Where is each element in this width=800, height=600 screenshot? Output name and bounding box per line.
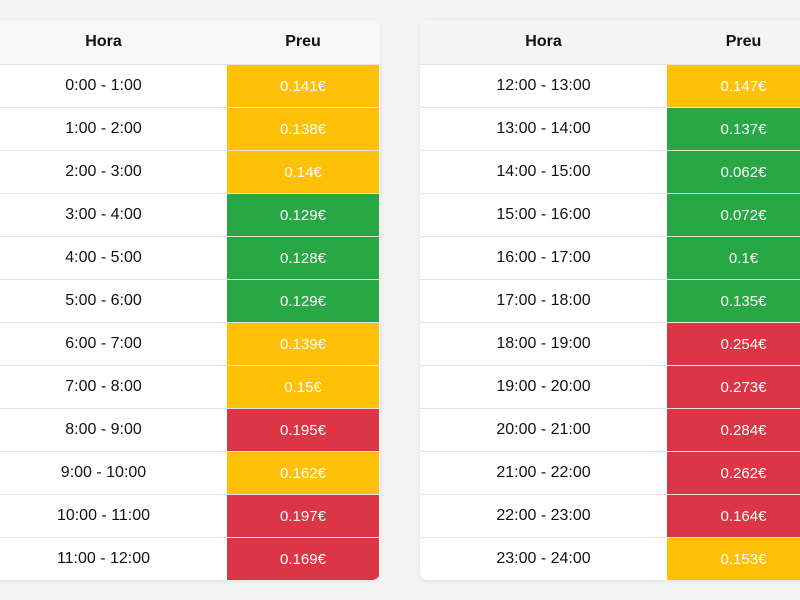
table-body: 12:00 - 13:00 0.147€ 13:00 - 14:00 0.137€ 14… [420,64,800,580]
header-hora: Hora [525,33,562,50]
hour-range-cell: 6:00 - 7:00 [65,335,142,352]
header-hora: Hora [85,33,122,50]
header-preu: Preu [285,33,321,50]
hour-range-cell: 19:00 - 20:00 [496,378,591,395]
table-row: 6:00 - 7:00 0.139€ [0,322,380,365]
price-cell: 0.147€ [667,65,800,107]
hour-range-cell: 2:00 - 3:00 [65,163,142,180]
hour-range-cell: 17:00 - 18:00 [496,292,591,309]
hour-range-cell: 12:00 - 13:00 [496,77,591,94]
table-row: 14:00 - 15:00 0.062€ [420,150,800,193]
hour-range-cell: 11:00 - 12:00 [56,550,151,567]
price-cell: 0.14€ [227,151,379,193]
table-row: 1:00 - 2:00 0.138€ [0,107,380,150]
table-body: 0:00 - 1:00 0.141€ 1:00 - 2:00 0.138€ 2:00 -… [0,64,380,580]
price-cell: 0.138€ [227,108,379,150]
hour-range-cell: 15:00 - 16:00 [496,206,591,223]
table-row: 9:00 - 10:00 0.162€ [0,451,380,494]
hour-range-cell: 8:00 - 9:00 [65,421,142,438]
hour-range-cell: 13:00 - 14:00 [496,120,591,137]
price-cell: 0.273€ [667,366,800,408]
price-table-morning: Hora Preu 0:00 - 1:00 0.141€ 1:00 - 2:00 0.… [0,20,380,580]
price-cell: 0.1€ [667,237,800,279]
price-cell: 0.284€ [667,409,800,451]
price-cell: 0.262€ [667,452,800,494]
hour-range-cell: 7:00 - 8:00 [65,378,142,395]
price-cell: 0.197€ [227,495,379,537]
hour-range-cell: 18:00 - 19:00 [496,335,591,352]
table-row: 22:00 - 23:00 0.164€ [420,494,800,537]
price-cell: 0.164€ [667,495,800,537]
table-row: 11:00 - 12:00 0.169€ [0,537,380,580]
price-cell: 0.153€ [667,538,800,580]
hour-range-cell: 0:00 - 1:00 [65,77,142,94]
table-row: 13:00 - 14:00 0.137€ [420,107,800,150]
price-cell: 0.129€ [227,280,379,322]
hour-range-cell: 5:00 - 6:00 [65,292,142,309]
table-row: 8:00 - 9:00 0.195€ [0,408,380,451]
price-cell: 0.135€ [667,280,800,322]
table-row: 20:00 - 21:00 0.284€ [420,408,800,451]
table-row: 5:00 - 6:00 0.129€ [0,279,380,322]
table-row: 23:00 - 24:00 0.153€ [420,537,800,580]
table-row: 18:00 - 19:00 0.254€ [420,322,800,365]
price-cell: 0.15€ [227,366,379,408]
table-header: Hora Preu [0,20,380,64]
table-row: 15:00 - 16:00 0.072€ [420,193,800,236]
table-row: 0:00 - 1:00 0.141€ [0,64,380,107]
price-cell: 0.162€ [227,452,379,494]
hour-range-cell: 22:00 - 23:00 [496,507,591,524]
hour-range-cell: 1:00 - 2:00 [65,120,142,137]
hour-range-cell: 14:00 - 15:00 [496,163,591,180]
price-cell: 0.195€ [227,409,379,451]
hour-range-cell: 16:00 - 17:00 [496,249,591,266]
table-row: 16:00 - 17:00 0.1€ [420,236,800,279]
hour-range-cell: 20:00 - 21:00 [496,421,591,438]
price-table-afternoon: Hora Preu 12:00 - 13:00 0.147€ 13:00 - 14:… [420,20,800,580]
table-row: 4:00 - 5:00 0.128€ [0,236,380,279]
price-cell: 0.072€ [667,194,800,236]
hour-range-cell: 23:00 - 24:00 [496,550,591,567]
hour-range-cell: 3:00 - 4:00 [65,206,142,223]
hour-range-cell: 10:00 - 11:00 [56,507,151,524]
table-row: 3:00 - 4:00 0.129€ [0,193,380,236]
table-row: 12:00 - 13:00 0.147€ [420,64,800,107]
price-cell: 0.129€ [227,194,379,236]
table-header: Hora Preu [420,20,800,64]
header-preu: Preu [725,33,762,50]
table-row: 21:00 - 22:00 0.262€ [420,451,800,494]
table-row: 2:00 - 3:00 0.14€ [0,150,380,193]
price-cell: 0.254€ [667,323,800,365]
hour-range-cell: 21:00 - 22:00 [496,464,591,481]
price-cell: 0.137€ [667,108,800,150]
price-cell: 0.062€ [667,151,800,193]
price-cell: 0.141€ [227,65,379,107]
hour-range-cell: 4:00 - 5:00 [65,249,142,266]
table-row: 17:00 - 18:00 0.135€ [420,279,800,322]
price-cell: 0.169€ [227,538,379,580]
table-row: 10:00 - 11:00 0.197€ [0,494,380,537]
hour-range-cell: 9:00 - 10:00 [60,464,147,481]
table-row: 7:00 - 8:00 0.15€ [0,365,380,408]
table-row: 19:00 - 20:00 0.273€ [420,365,800,408]
price-cell: 0.128€ [227,237,379,279]
price-cell: 0.139€ [227,323,379,365]
